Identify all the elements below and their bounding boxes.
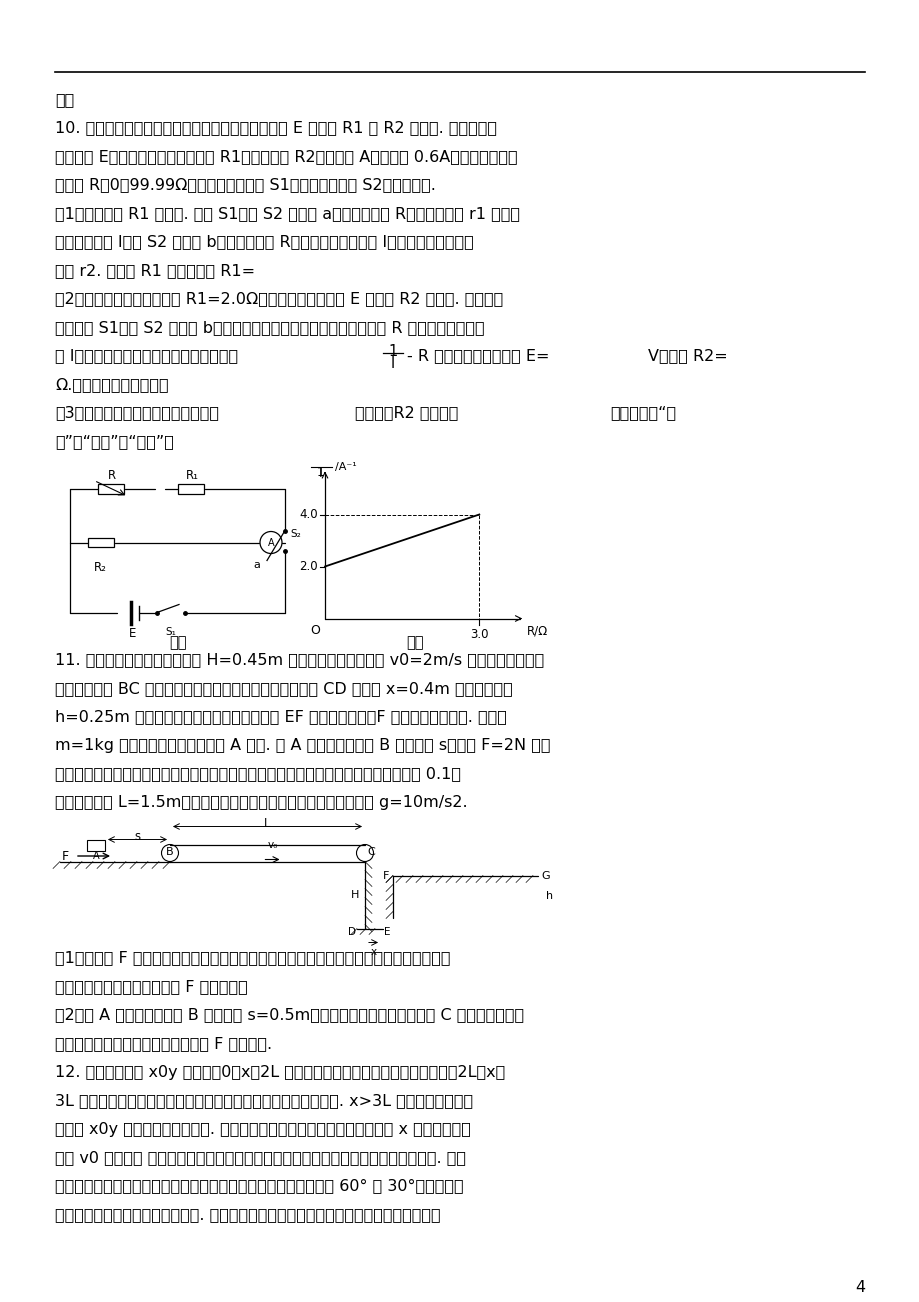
Text: 1: 1 [388,344,397,358]
Text: C: C [367,846,374,857]
Text: 10. 小明同学设计了如图甲所示的电路测电源电动势 E 及电阵 R1 和 R2 的阵値. 实验器材有: 10. 小明同学设计了如图甲所示的电路测电源电动势 E 及电阵 R1 和 R2 … [55,121,496,135]
Bar [177,483,204,493]
Text: 负粒子从电场进入磁场时速度方向与电场和磁场边界的夹角分别为 60° 和 30°，两粒子在: 负粒子从电场进入磁场时速度方向与电场和磁场边界的夹角分别为 60° 和 30°，… [55,1178,463,1194]
Text: 3.0: 3.0 [470,628,488,641]
Text: 真实値；R2 的测量値: 真实値；R2 的测量値 [355,405,458,421]
Text: S₂: S₂ [289,529,301,539]
Text: O: O [310,625,320,638]
Text: 3L 的区域内有一方向竖直向下的匀强电场，两电场强度大小相等. x>3L 的区域内有一方向: 3L 的区域内有一方向竖直向下的匀强电场，两电场强度大小相等. x>3L 的区域… [55,1092,472,1108]
Text: （3）用此方法测得的电动势的测量値: （3）用此方法测得的电动势的测量値 [55,405,219,421]
Text: F: F [382,871,389,880]
Text: 真实値（填“大: 真实値（填“大 [609,405,675,421]
Text: A: A [93,852,99,861]
Text: 4.0: 4.0 [299,508,318,521]
Text: B: B [166,846,174,857]
Text: 图甲: 图甲 [168,635,186,651]
Text: D: D [347,927,356,936]
Text: 11. 如图所示，左边足够长，高 H=0.45m 的水平台面右端有一以 v0=2m/s 的速度顺时针转动: 11. 如图所示，左边足够长，高 H=0.45m 的水平台面右端有一以 v0=2… [55,652,544,668]
Text: 数 I，由测得的数据，绘出了如图乙所示的: 数 I，由测得的数据，绘出了如图乙所示的 [55,349,238,363]
Text: /A⁻¹: /A⁻¹ [335,461,357,471]
Text: 1: 1 [317,466,324,479]
Text: - R 图线，则电源电动势 E=: - R 图线，则电源电动势 E= [406,349,549,363]
Text: h=0.25m 的足够长水平台面，其左端竖直面 EF 也是竖直方向，F 点为平台的左端点. 一质量: h=0.25m 的足够长水平台面，其左端竖直面 EF 也是竖直方向，F 点为平台… [55,710,506,724]
Text: F: F [62,849,69,862]
Text: 2.0: 2.0 [299,560,318,573]
Text: 垂直于 x0y 平面向外的匀强磁场. 某时刻，一带正电的粒子从坐标原点以沿 x 轴正方向的初: 垂直于 x0y 平面向外的匀强磁场. 某时刻，一带正电的粒子从坐标原点以沿 x … [55,1121,471,1137]
Text: I: I [391,355,394,371]
Text: S₁: S₁ [165,626,176,637]
Text: Ω.（保留两位有效数字）: Ω.（保留两位有效数字） [55,378,168,392]
Text: h: h [545,891,552,901]
Text: 示数 r2. 则电阵 R1 的表达式为 R1=: 示数 r2. 则电阵 R1 的表达式为 R1= [55,263,255,279]
Text: 速度 v0 进入电场 之后的另一时刻，一带负电粒子以同样的初速度从坐标原点进入电场. 正、: 速度 v0 进入电场 之后的另一时刻，一带负电粒子以同样的初速度从坐标原点进入电… [55,1150,466,1165]
Text: 的电流表示数 I，将 S2 切换到 b，调节电阵笱 R，使电流表示数仍为 I，读出此时电阵笱的: 的电流表示数 I，将 S2 切换到 b，调节电阵笱 R，使电流表示数仍为 I，读… [55,234,473,250]
Text: R/Ω: R/Ω [527,624,548,637]
Text: 求小物块离开传送带后，第一落点到 F 点的距离.: 求小物块离开传送带后，第一落点到 F 点的距离. [55,1036,272,1051]
Text: m=1kg 的小物块静止在水平台面 A 点处. 设 A 与传送带在端点 B 的距离为 s，现用 F=2N 的恒: m=1kg 的小物块静止在水平台面 A 点处. 设 A 与传送带在端点 B 的距… [55,738,550,753]
Text: s: s [134,829,141,842]
Bar [87,840,105,850]
Text: 传送带后，第一落点的位置到 F 点的距离；: 传送带后，第一落点的位置到 F 点的距离； [55,979,247,993]
Bar [98,483,124,493]
Text: R: R [108,469,116,482]
Text: 4: 4 [854,1280,864,1295]
Text: I: I [319,466,323,479]
Text: 的水平传送带 BC 与其理想连接，在该水平台面右边竖直面 CD 的右端 x=0.4m 处也有一高度: 的水平传送带 BC 与其理想连接，在该水平台面右边竖直面 CD 的右端 x=0.… [55,681,512,697]
Text: （1）若恒力 F 作用一段时间后即撤去，小物块滑上传送带时速度恰好为零，求小物块离开: （1）若恒力 F 作用一段时间后即撤去，小物块滑上传送带时速度恰好为零，求小物块… [55,950,450,966]
Text: 力作用在小物块上使其向右运动，已知小物块与水平台面以及传送带间的动摩擦因数为 0.1，: 力作用在小物块上使其向右运动，已知小物块与水平台面以及传送带间的动摩擦因数为 0… [55,767,460,781]
Bar [88,538,114,547]
Text: 是：闭合 S1，将 S2 切换到 b，多次调节电阵笱，读出多组电阵笱示数 R 和对应的电流表示: 是：闭合 S1，将 S2 切换到 b，多次调节电阵笱，读出多组电阵笱示数 R 和… [55,320,484,335]
Text: 图乙: 图乙 [406,635,424,651]
Text: V，电阵 R2=: V，电阵 R2= [647,349,727,363]
Text: A: A [267,538,274,548]
Text: G: G [540,871,549,880]
Text: 传送带的长度 L=1.5m，传送带的滑轮大小可以忽略，重力加速度取 g=10m/s2.: 传送带的长度 L=1.5m，传送带的滑轮大小可以忽略，重力加速度取 g=10m/… [55,796,467,810]
Text: E: E [130,626,137,639]
Text: L: L [264,816,270,829]
Text: 于”、“小于”或“等于”）: 于”、“小于”或“等于”） [55,434,174,449]
Text: E: E [383,927,390,936]
Text: （1）先测电阵 R1 的阵値. 闭合 S1，将 S2 切换到 a，调节电阵笱 R，读出其示数 r1 和对应: （1）先测电阵 R1 的阵値. 闭合 S1，将 S2 切换到 a，调节电阵笱 R… [55,206,519,221]
Text: H: H [350,891,358,900]
Text: 电阵笱 R（0－99.99Ω），单刀单掷开关 S1，单刀双掷开关 S2，导线若干.: 电阵笱 R（0－99.99Ω），单刀单掷开关 S1，单刀双掷开关 S2，导线若干… [55,177,436,193]
Text: v₀: v₀ [267,840,278,849]
Text: a: a [254,560,260,569]
Text: 待测电源 E（不计内阵），待测电阵 R1，待测电阵 R2，电流表 A（量程为 0.6A，内阵较小）、: 待测电源 E（不计内阵），待测电阵 R1，待测电阵 R2，电流表 A（量程为 0… [55,148,517,164]
Text: （2）小明同学已经测得电阵 R1=2.0Ω，继续测电源电动势 E 和电阵 R2 的阵値. 他的做法: （2）小明同学已经测得电阵 R1=2.0Ω，继续测电源电动势 E 和电阵 R2 … [55,292,503,306]
Text: R₂: R₂ [94,560,107,573]
Text: 字）: 字） [55,92,74,107]
Text: 磁场中分别运动半周后在某点相遇. 已经两粒子的重力以及两粒子之间的相互作用都可忽略: 磁场中分别运动半周后在某点相遇. 已经两粒子的重力以及两粒子之间的相互作用都可忽… [55,1207,440,1223]
Text: 12. 如图所示，在 x0y 平面内，0＜x＜2L 的区域内有一方向竖直向上的匀强电场，2L＜x＜: 12. 如图所示，在 x0y 平面内，0＜x＜2L 的区域内有一方向竖直向上的匀… [55,1065,505,1079]
Text: x: x [370,947,377,957]
Text: （2）若 A 与传送带左端点 B 的距离为 s=0.5m，小物块运动到传送带右端点 C 处即撤去恒力，: （2）若 A 与传送带左端点 B 的距离为 s=0.5m，小物块运动到传送带右端… [55,1008,524,1022]
Text: R₁: R₁ [186,469,199,482]
